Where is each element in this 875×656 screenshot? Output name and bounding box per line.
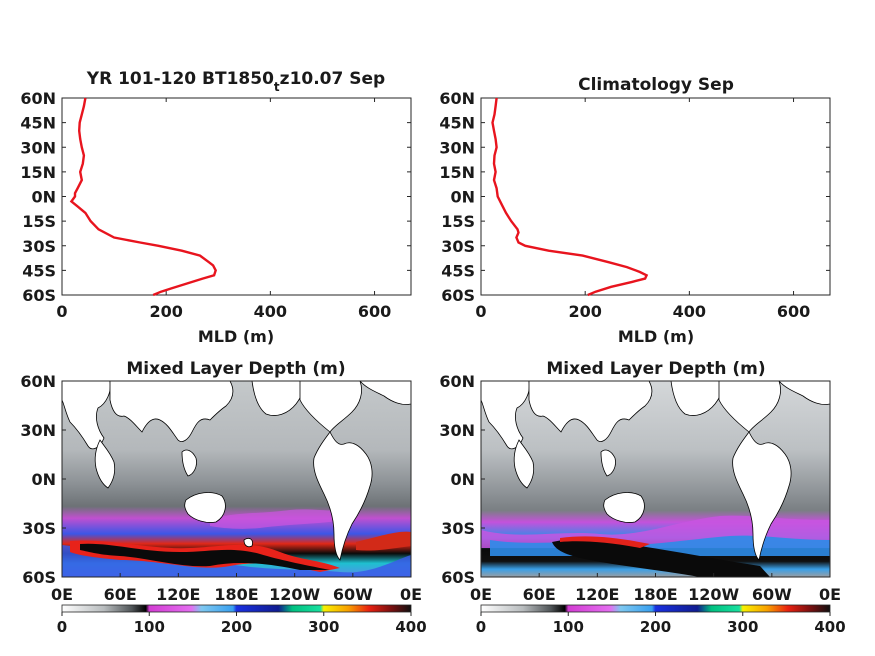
x-tick-label: 60E [104,585,137,604]
x-tick-label: 600 [358,302,391,321]
x-tick-label: 0 [475,302,486,321]
y-tick-label: 45N [439,114,475,133]
colorbar-tick-label: 400 [814,618,845,636]
map-panel-climatology: Mixed Layer Depth (m) 60N 30N 0N 30S 60S 0E 6… [439,359,845,636]
y-tick-label: 30N [20,421,56,440]
x-tick-label: 60W [752,585,792,604]
y-tick-label: 30S [441,519,475,538]
y-tick-label: 30N [439,421,475,440]
mld-profile-line-climatology [491,97,649,297]
mld-map-model [61,380,412,578]
profile-title-climatology: Climatology Sep [578,75,734,95]
y-tick-label: 0N [450,188,475,207]
y-tick-label: 30N [20,138,56,157]
y-tick-label: 0N [31,470,56,489]
x-tick-label: 120W [688,585,739,604]
colorbar-tick-label: 0 [476,618,486,636]
colorbar-model: 0 100 200 300 400 [57,604,427,636]
colorbar-tick-label: 100 [553,618,584,636]
y-tick-label: 30S [441,237,475,256]
y-tick-label: 60N [20,372,56,391]
profile-title-model: YR 101-120 BT1850tz10.07 Sep [86,69,385,94]
y-tick-label: 30S [22,237,56,256]
y-tick-label: 60N [20,89,56,108]
profile-panel-climatology: Climatology Sep 60N 45N 30N 15N 0N 15S 30S 45S 6… [439,75,831,346]
y-tick-label: 60S [441,568,475,587]
x-tick-label: 0 [56,302,67,321]
colorbar-tick-label: 300 [727,618,758,636]
colorbar-tick-label: 200 [640,618,671,636]
x-tick-label: 0E [819,585,841,604]
y-tick-label: 60N [439,372,475,391]
y-tick-label: 0N [31,188,56,207]
x-tick-label: 200 [149,302,182,321]
y-tick-label: 15N [20,163,56,182]
y-tick-label: 30S [22,519,56,538]
colorbar-climatology: 0 100 200 300 400 [476,604,846,636]
x-tick-label: 120W [269,585,320,604]
x-tick-label: 0E [470,585,492,604]
x-tick-label: 0E [51,585,73,604]
y-tick-label: 0N [450,470,475,489]
x-tick-label: 400 [254,302,287,321]
mld-profile-line-model [69,97,217,297]
colorbar-tick-label: 0 [57,618,67,636]
y-tick-label: 60S [22,568,56,587]
y-tick-label: 15S [441,212,475,231]
profile-panel-model: YR 101-120 BT1850tz10.07 Sep 60N 45N 30N 15… [20,69,412,346]
y-tick-label: 60S [441,286,475,305]
x-tick-label: 0E [400,585,422,604]
map-title-model: Mixed Layer Depth (m) [126,359,345,379]
y-tick-label: 60N [439,89,475,108]
colorbar-tick-label: 300 [308,618,339,636]
x-tick-label: 120E [575,585,619,604]
y-tick-label: 45N [20,114,56,133]
y-tick-label: 30N [439,138,475,157]
y-tick-label: 15S [22,212,56,231]
colorbar-tick-label: 100 [134,618,165,636]
y-tick-label: 15N [439,163,475,182]
map-panel-model: Mixed Layer Depth (m) 60N 30N [20,359,426,636]
colorbar-tick-label: 400 [395,618,426,636]
x-tick-label: 200 [568,302,601,321]
mld-map-climatology [480,380,831,578]
x-tick-label: 60E [523,585,556,604]
y-tick-label: 45S [441,261,475,280]
colorbar-tick-label: 200 [221,618,252,636]
x-tick-label: 180E [214,585,258,604]
y-tick-label: 60S [22,286,56,305]
x-tick-label: 60W [333,585,373,604]
y-tick-label: 45S [22,261,56,280]
x-tick-label: 600 [777,302,810,321]
x-axis-label-model: MLD (m) [198,327,274,346]
x-axis-label-climatology: MLD (m) [618,327,694,346]
x-tick-label: 400 [673,302,706,321]
x-tick-label: 180E [633,585,677,604]
profile-axes-climatology [480,97,831,296]
x-tick-label: 120E [156,585,200,604]
profile-axes-model [61,97,412,296]
map-title-climatology: Mixed Layer Depth (m) [546,359,765,379]
